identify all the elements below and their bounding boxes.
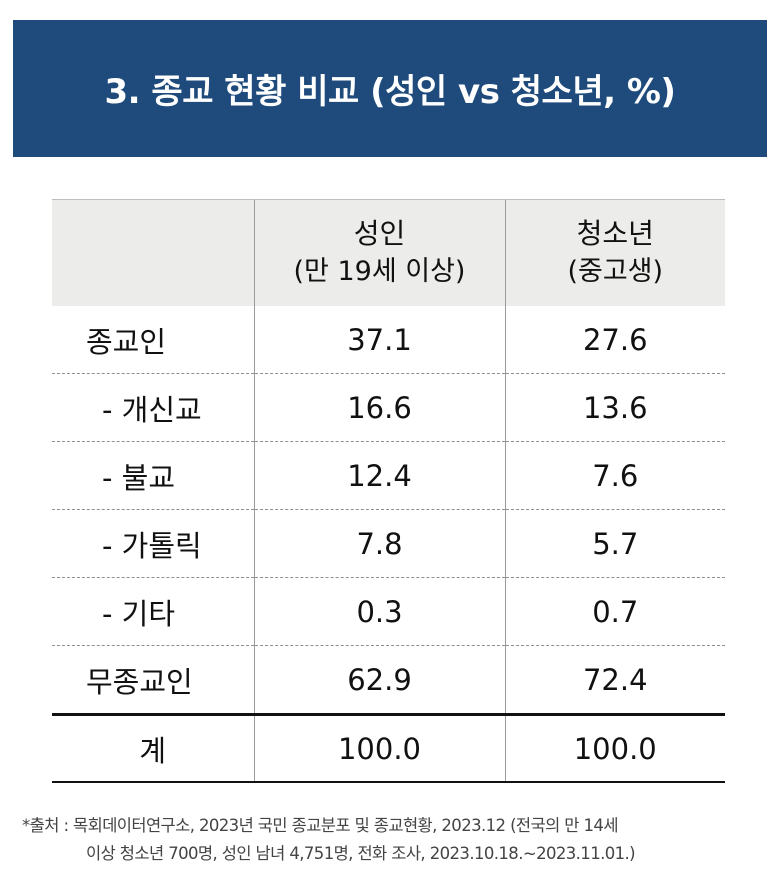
source-line-2: 이상 청소년 700명, 성인 남녀 4,751명, 전화 조사, 2023.1… xyxy=(86,844,636,863)
table-row-religious: 종교인 37.1 27.6 xyxy=(52,306,725,374)
title-banner: 3. 종교 현황 비교 (성인 vs 청소년, %) xyxy=(13,20,767,157)
youth-value: 27.6 xyxy=(504,306,725,374)
table-row-other: - 기타 0.3 0.7 xyxy=(52,577,725,646)
adult-value: 16.6 xyxy=(253,373,505,442)
header-adult-subtitle: (만 19세 이상) xyxy=(293,256,466,287)
table-row-protestant: - 개신교 16.6 13.6 xyxy=(52,373,725,442)
youth-value: 72.4 xyxy=(504,645,725,716)
source-note: *출처 : 목회데이터연구소, 2023년 국민 종교분포 및 종교현황, 20… xyxy=(22,812,762,868)
page-title: 3. 종교 현황 비교 (성인 vs 청소년, %) xyxy=(104,72,676,112)
adult-value: 0.3 xyxy=(253,577,505,646)
table-row-catholic: - 가톨릭 7.8 5.7 xyxy=(52,509,725,578)
youth-value: 5.7 xyxy=(504,509,725,578)
table-row-buddhist: - 불교 12.4 7.6 xyxy=(52,441,725,510)
adult-value: 62.9 xyxy=(253,645,505,716)
row-label: - 가톨릭 xyxy=(52,509,254,578)
youth-value: 13.6 xyxy=(504,373,725,442)
row-label: 종교인 xyxy=(52,306,254,374)
source-line-1: *출처 : 목회데이터연구소, 2023년 국민 종교분포 및 종교현황, 20… xyxy=(22,816,619,835)
row-label: - 개신교 xyxy=(52,373,254,442)
adult-value: 12.4 xyxy=(253,441,505,510)
youth-value: 0.7 xyxy=(504,577,725,646)
table-row-total: 계 100.0 100.0 xyxy=(52,714,725,783)
total-label: 계 xyxy=(52,714,254,783)
youth-total: 100.0 xyxy=(504,714,725,783)
adult-total: 100.0 xyxy=(253,714,505,783)
adult-value: 7.8 xyxy=(253,509,505,578)
header-adult-title: 성인 xyxy=(353,217,406,250)
row-label: - 기타 xyxy=(52,577,254,646)
header-empty-cell xyxy=(52,199,254,306)
header-youth: 청소년 (중고생) xyxy=(504,199,725,306)
header-adult: 성인 (만 19세 이상) xyxy=(253,199,505,306)
row-label: 무종교인 xyxy=(52,645,254,716)
header-youth-subtitle: (중고생) xyxy=(567,256,664,287)
row-label: - 불교 xyxy=(52,441,254,510)
table-row-non-religious: 무종교인 62.9 72.4 xyxy=(52,645,725,716)
table-header-row: 성인 (만 19세 이상) 청소년 (중고생) xyxy=(52,199,725,306)
adult-value: 37.1 xyxy=(253,306,505,374)
religion-comparison-table: 성인 (만 19세 이상) 청소년 (중고생) 종교인 37.1 27.6 - … xyxy=(52,199,725,783)
youth-value: 7.6 xyxy=(504,441,725,510)
header-youth-title: 청소년 xyxy=(576,217,654,250)
